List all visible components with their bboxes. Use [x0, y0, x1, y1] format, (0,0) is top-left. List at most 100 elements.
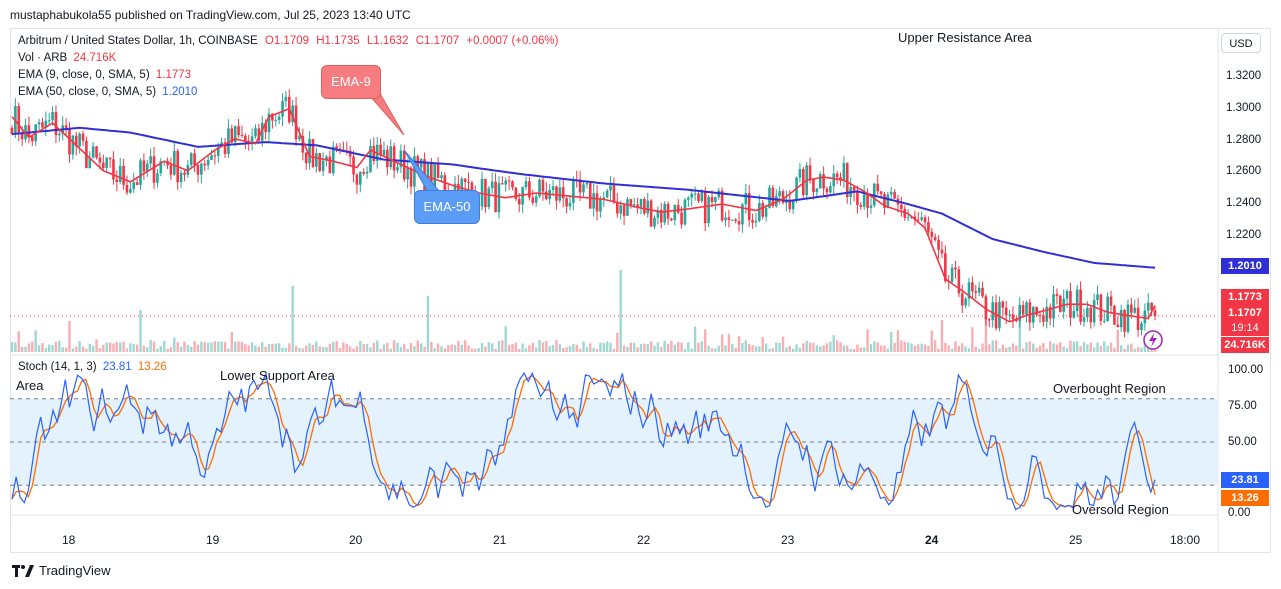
candle-body [389, 146, 393, 168]
volume-bar [206, 342, 210, 352]
candle-body [1109, 296, 1113, 306]
candle-body [183, 172, 186, 175]
currency-button[interactable]: USD [1221, 33, 1261, 53]
candle-body [355, 174, 359, 185]
volume-bar [51, 345, 54, 352]
volume-bar [1072, 341, 1076, 352]
volume-bar [1126, 344, 1130, 352]
volume-bar [159, 346, 162, 352]
volume-bar [183, 341, 186, 352]
candle-body [145, 163, 149, 172]
volume-bar [646, 344, 649, 352]
candle-body [298, 135, 301, 140]
candle-body [470, 182, 474, 192]
last-price-tag: 1.1707 [1221, 305, 1269, 321]
volume-bar [720, 334, 724, 352]
candle-body [676, 204, 680, 213]
volume-bar [636, 347, 639, 352]
volume-bar [108, 342, 112, 352]
volume-bar [927, 345, 930, 352]
volume-bar [977, 348, 981, 352]
candle-body [758, 202, 761, 221]
volume-bar [1008, 346, 1011, 352]
volume-bar [443, 348, 447, 352]
candle-body [937, 239, 940, 250]
brand-name: TradingView [39, 563, 111, 578]
volume-bar [156, 348, 159, 352]
candle-body [1045, 306, 1049, 322]
volume-bar [78, 341, 81, 352]
price-tick: 1.3200 [1226, 70, 1262, 82]
volume-bar [41, 343, 44, 352]
volume-bar [352, 348, 355, 352]
candle-body [1059, 295, 1062, 312]
candle-body [1096, 294, 1099, 301]
volume-bar [1042, 343, 1045, 352]
volume-bar [575, 344, 578, 352]
candle-body [108, 157, 112, 160]
volume-bar [913, 345, 917, 352]
candle-body [68, 128, 71, 155]
volume-bar [409, 343, 413, 352]
candle-body [291, 105, 294, 123]
candle-body [967, 282, 971, 299]
volume-bar [950, 348, 954, 352]
ohlc-change: +0.0007 (+0.06%) [466, 35, 559, 47]
volume-bar [328, 343, 332, 352]
candle-body [257, 128, 261, 141]
volume-bar [217, 341, 220, 352]
volume-bar [14, 342, 17, 352]
candle-body [741, 204, 744, 225]
volume-bar [210, 342, 213, 352]
volume-bar [129, 343, 132, 352]
candle-body [1055, 294, 1059, 296]
volume-bar [274, 343, 277, 352]
volume-bar [308, 343, 311, 352]
volume-bar [704, 329, 707, 352]
volume-bar [305, 345, 308, 352]
candle-body [957, 269, 961, 294]
candle-body [132, 182, 136, 189]
volume-bar [261, 342, 264, 352]
volume-bar [595, 348, 599, 352]
candle-body [700, 190, 704, 202]
volume-bar [1133, 348, 1136, 352]
volume-bar [893, 342, 896, 352]
volume-bar [179, 346, 183, 352]
candle-body [115, 179, 119, 183]
volume-bar [298, 347, 301, 352]
candle-body [788, 199, 792, 210]
volume-bar [761, 336, 764, 352]
volume-bar [1052, 343, 1055, 352]
candle-body [862, 194, 866, 207]
candle-body [41, 122, 44, 128]
candle-body [223, 142, 227, 154]
candle-body [950, 267, 954, 282]
volume-bar [798, 347, 802, 352]
candle-body [734, 219, 737, 222]
candle-body [271, 113, 274, 121]
candle-body [751, 219, 754, 223]
candle-body [230, 128, 234, 143]
volume-bar [359, 340, 362, 352]
candle-body [1035, 307, 1038, 315]
volume-bar [490, 343, 494, 352]
volume-bar [551, 345, 555, 352]
volume-bar [649, 341, 653, 352]
candle-body [693, 193, 697, 195]
candle-body [196, 165, 200, 175]
volume-bar [568, 345, 572, 352]
candle-body [453, 183, 457, 196]
volume-bar [1005, 347, 1008, 352]
volume-label: Vol · ARB [18, 52, 68, 64]
volume-bar [392, 340, 396, 352]
volume-bar [612, 348, 616, 352]
volume-bar [971, 327, 974, 352]
volume-bar [599, 342, 602, 352]
volume-bar [822, 345, 825, 352]
candle-body [707, 196, 710, 224]
volume-bar [1079, 346, 1082, 352]
volume-bar [940, 320, 944, 352]
candle-body [467, 181, 470, 183]
